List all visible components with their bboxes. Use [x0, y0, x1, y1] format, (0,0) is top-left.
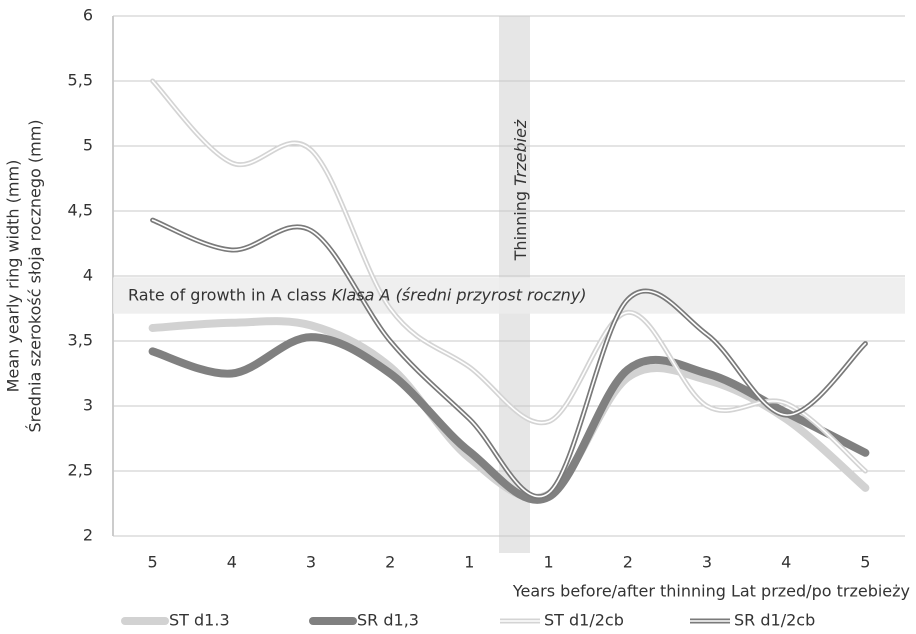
- x-tick-label: 3: [306, 553, 316, 572]
- y-tick-label: 6: [83, 6, 93, 25]
- growth-band-pl: Klasa A (średni przyrost roczny): [332, 285, 587, 304]
- growth-band-label: Rate of growth in A class Klasa A (średn…: [128, 285, 586, 304]
- x-tick-label: 1: [464, 553, 474, 572]
- y-tick-label: 2,5: [68, 461, 93, 480]
- y-axis-title: Mean yearly ring width (mm): [4, 160, 23, 393]
- series-line: [148, 333, 870, 504]
- y-tick-label: 5: [83, 136, 93, 155]
- x-tick-label: 3: [702, 553, 712, 572]
- y-axis-title: Średnia szerokość słoja rocznego (mm): [26, 119, 45, 432]
- growth-band-en: Rate of growth in A class: [128, 285, 326, 304]
- x-tick-label: 2: [385, 553, 395, 572]
- legend-label: ST d1.3: [169, 611, 230, 630]
- x-tick-label: 5: [148, 553, 158, 572]
- x-tick-label: 4: [227, 553, 237, 572]
- growth-band: [113, 277, 905, 314]
- thinning-label: Thinning Trzebież: [511, 119, 530, 261]
- y-tick-label: 4: [83, 266, 93, 285]
- legend-label: SR d1,3: [357, 611, 419, 630]
- x-tick-label: 1: [544, 553, 554, 572]
- y-tick-label: 5,5: [68, 71, 93, 90]
- x-tick-label: 5: [860, 553, 870, 572]
- thinning-en: Thinning: [511, 191, 530, 261]
- series-line-inner: [151, 80, 867, 472]
- y-tick-label: 4,5: [68, 201, 93, 220]
- x-axis-title: Years before/after thinning Lat przed/po…: [512, 582, 910, 601]
- legend-label: SR d1/2cb: [734, 611, 815, 630]
- x-tick-label: 2: [623, 553, 633, 572]
- thinning-pl: Trzebież: [511, 119, 530, 186]
- series-line-inner: [151, 219, 867, 498]
- legend-label: ST d1/2cb: [544, 611, 624, 630]
- y-tick-label: 2: [83, 526, 93, 545]
- y-tick-label: 3: [83, 396, 93, 415]
- y-tick-label: 3,5: [68, 331, 93, 350]
- x-tick-label: 4: [781, 553, 791, 572]
